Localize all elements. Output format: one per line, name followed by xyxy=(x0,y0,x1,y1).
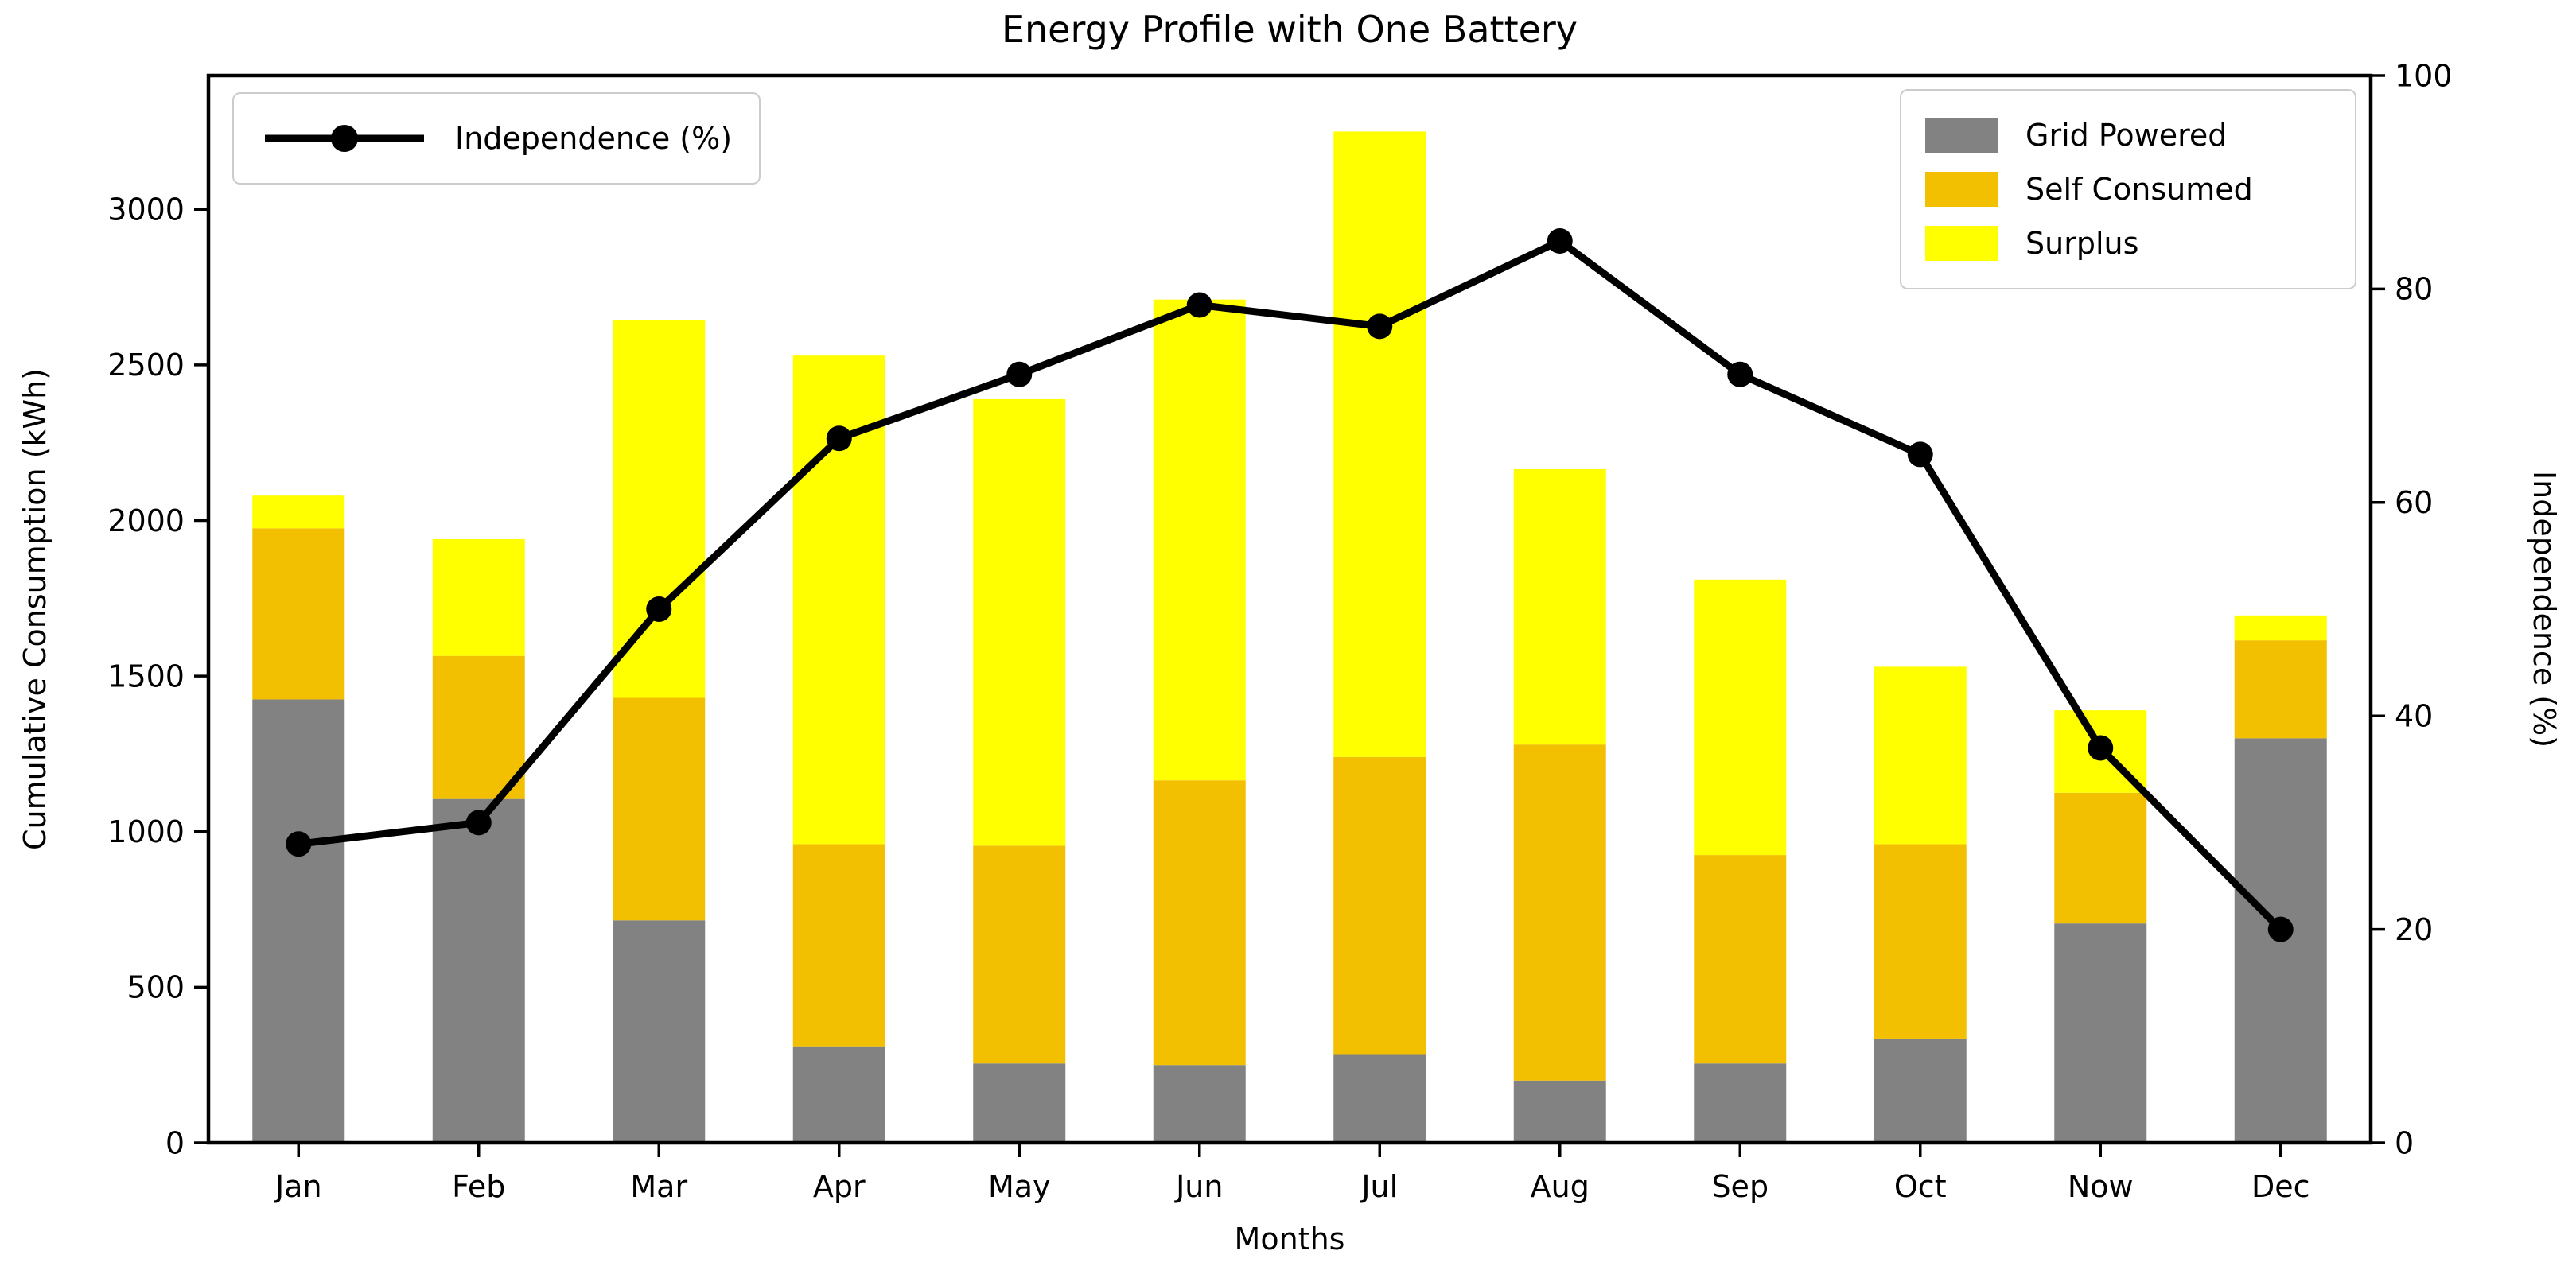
y-right-tick-label: 80 xyxy=(2395,272,2433,307)
bar-grid-Mar xyxy=(613,920,706,1143)
bar-surplus-Jul xyxy=(1333,131,1426,757)
legend-independence-label: Independence (%) xyxy=(455,121,733,156)
y-left-tick-label: 3000 xyxy=(107,192,185,227)
bar-surplus-Aug xyxy=(1513,468,1606,745)
surplus-swatch-icon xyxy=(1925,226,1998,261)
bar-grid-Now xyxy=(2054,923,2147,1143)
x-tick-label: Aug xyxy=(1531,1169,1590,1204)
bar-surplus-May xyxy=(973,398,1066,846)
chart-title: Energy Profile with One Battery xyxy=(1001,8,1578,51)
x-tick-label: Jun xyxy=(1174,1169,1223,1204)
bar-grid-Feb xyxy=(432,798,525,1143)
independence-marker-Feb xyxy=(465,810,492,836)
bar-grid-Jun xyxy=(1153,1065,1246,1143)
bar-self-Sep xyxy=(1694,855,1787,1064)
self-consumed-swatch-icon xyxy=(1925,172,1998,207)
independence-marker-May xyxy=(1006,361,1033,387)
x-tick-label: Jul xyxy=(1360,1169,1398,1204)
bar-grid-Apr xyxy=(792,1046,885,1143)
bar-surplus-Mar xyxy=(613,320,706,698)
x-tick-label: Sep xyxy=(1711,1169,1769,1204)
bar-surplus-Sep xyxy=(1694,579,1787,856)
bar-self-Feb xyxy=(432,655,525,799)
y-axis-label-right: Independence (%) xyxy=(2527,470,2562,748)
bar-self-Apr xyxy=(792,844,885,1047)
independence-marker-Oct xyxy=(1907,441,1933,468)
y-right-tick-label: 40 xyxy=(2395,699,2433,734)
y-left-tick-label: 500 xyxy=(126,970,185,1005)
independence-marker-Now xyxy=(2088,735,2114,761)
bar-self-Jan xyxy=(252,528,345,700)
bar-self-Dec xyxy=(2234,640,2327,739)
legend-series: Grid Powered Self Consumed Surplus xyxy=(1900,89,2356,289)
legend-independence: Independence (%) xyxy=(232,92,761,185)
independence-marker-Jan xyxy=(286,831,312,857)
bar-surplus-Feb xyxy=(432,538,525,656)
y-left-tick-label: 0 xyxy=(165,1125,185,1160)
y-right-tick-label: 60 xyxy=(2395,485,2433,520)
x-tick-label: May xyxy=(988,1169,1051,1204)
bar-surplus-Dec xyxy=(2234,615,2327,641)
bar-grid-Jan xyxy=(252,699,345,1143)
legend-item-self-consumed: Self Consumed xyxy=(1925,162,2331,216)
independence-marker-Dec xyxy=(2267,916,2294,942)
legend-surplus-label: Surplus xyxy=(2025,226,2139,261)
bar-grid-Jul xyxy=(1333,1054,1426,1143)
y-left-tick-label: 2000 xyxy=(107,503,185,538)
bar-grid-Oct xyxy=(1874,1038,1967,1143)
bar-surplus-Oct xyxy=(1874,666,1967,845)
bar-grid-May xyxy=(973,1063,1066,1143)
bar-self-Aug xyxy=(1513,744,1606,1081)
bar-self-Oct xyxy=(1874,844,1967,1039)
legend-item-surplus: Surplus xyxy=(1925,216,2331,270)
bar-self-May xyxy=(973,845,1066,1064)
x-tick-label: Oct xyxy=(1894,1169,1947,1204)
independence-marker-Apr xyxy=(826,425,852,452)
y-right-tick-label: 0 xyxy=(2395,1125,2414,1160)
bar-self-Jul xyxy=(1333,756,1426,1055)
y-right-tick-label: 20 xyxy=(2395,912,2433,947)
x-tick-label: Now xyxy=(2068,1169,2134,1204)
y-left-tick-label: 2500 xyxy=(107,348,185,383)
bar-self-Jun xyxy=(1153,780,1246,1066)
y-axis-label-left: Cumulative Consumption (kWh) xyxy=(18,367,53,851)
x-tick-label: Apr xyxy=(813,1169,866,1204)
bar-surplus-Jun xyxy=(1153,299,1246,781)
legend-grid-powered-label: Grid Powered xyxy=(2025,118,2228,153)
bar-surplus-Jan xyxy=(252,495,345,529)
independence-marker-Sep xyxy=(1727,361,1753,387)
independence-marker-Aug xyxy=(1547,228,1573,254)
independence-marker-Mar xyxy=(646,596,672,622)
x-tick-label: Jan xyxy=(274,1169,322,1204)
y-right-tick-label: 100 xyxy=(2395,58,2453,93)
grid-powered-swatch-icon xyxy=(1925,118,1998,153)
x-tick-label: Feb xyxy=(452,1169,505,1204)
x-tick-label: Dec xyxy=(2251,1169,2310,1204)
line-marker-icon xyxy=(265,125,424,152)
bar-grid-Aug xyxy=(1513,1080,1606,1143)
independence-marker-Jun xyxy=(1186,292,1212,318)
legend-item-grid-powered: Grid Powered xyxy=(1925,108,2331,162)
legend-self-consumed-label: Self Consumed xyxy=(2025,172,2253,207)
bar-self-Now xyxy=(2054,792,2147,924)
independence-marker-Jul xyxy=(1367,313,1393,340)
bar-grid-Sep xyxy=(1694,1063,1787,1143)
independence-line xyxy=(298,237,2283,932)
bar-self-Mar xyxy=(613,697,706,921)
x-tick-label: Mar xyxy=(630,1169,687,1204)
x-axis-label: Months xyxy=(1234,1222,1345,1257)
y-left-tick-label: 1500 xyxy=(107,658,185,693)
plot-border xyxy=(206,73,2373,1145)
y-left-tick-label: 1000 xyxy=(107,814,185,849)
